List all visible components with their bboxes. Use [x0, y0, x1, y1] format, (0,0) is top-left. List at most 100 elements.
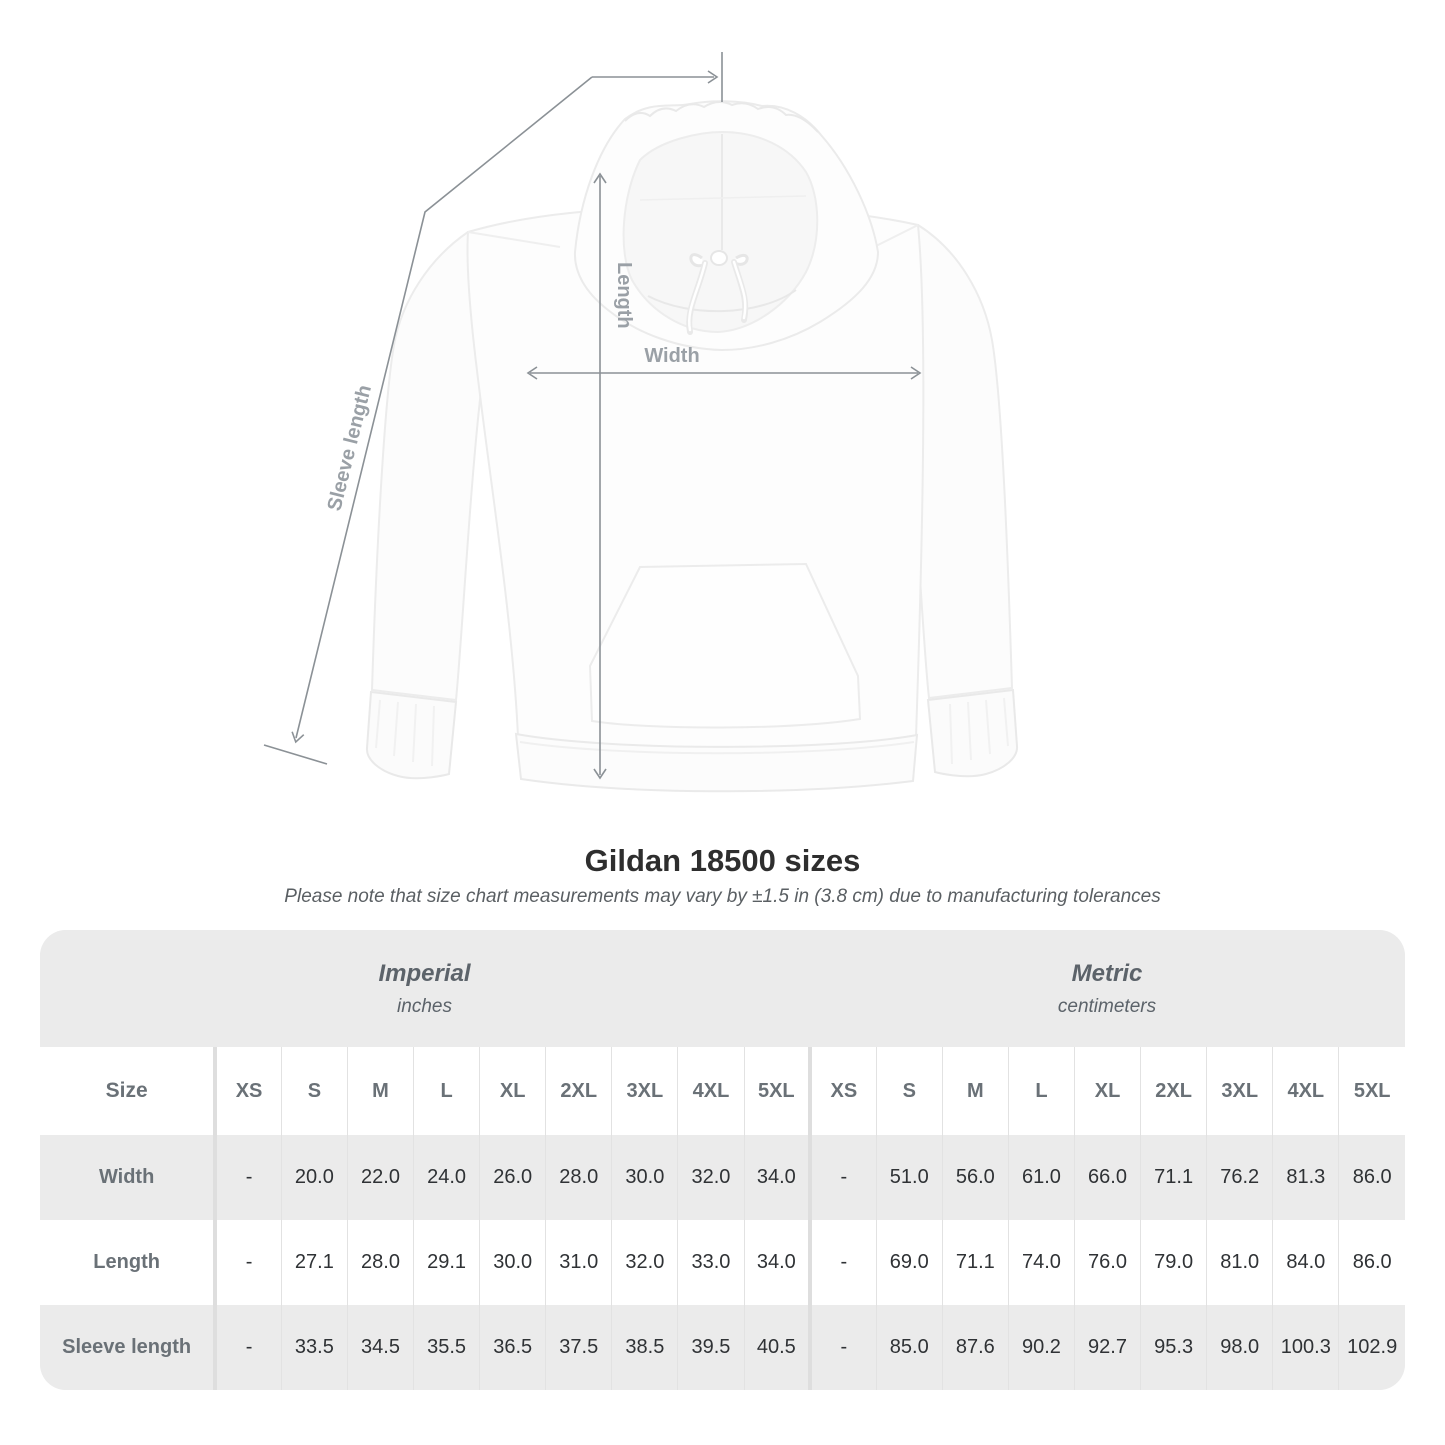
width-imperial-5xl: 34.0 — [743, 1135, 811, 1221]
imperial-size-l: L — [413, 1047, 480, 1136]
imperial-size-4xl: 4XL — [677, 1047, 744, 1136]
size-chart-card: Imperial inches Metric centimeters Size … — [40, 930, 1405, 1391]
imperial-size-3xl: 3XL — [611, 1047, 678, 1136]
width-imperial-xs: - — [213, 1135, 282, 1221]
length-imperial-4xl: 33.0 — [677, 1220, 744, 1306]
hoodie-measurement-figure: Length Width Sleeve length — [263, 52, 1019, 793]
imperial-size-s: S — [280, 1047, 348, 1136]
sleeve-metric-4xl: 100.3 — [1272, 1305, 1339, 1391]
metric-size-l: L — [1007, 1047, 1075, 1136]
length-row: Length - 27.1 28.0 29.1 30.0 31.0 32.0 3… — [40, 1220, 1405, 1306]
sleeve-length-row-label: Sleeve length — [62, 1336, 192, 1359]
length-metric-xl: 76.0 — [1073, 1220, 1141, 1306]
sleeve-metric-xl: 92.7 — [1073, 1305, 1141, 1391]
width-metric-xl: 66.0 — [1073, 1135, 1141, 1221]
width-row-label: Width — [98, 1166, 155, 1189]
sleeve-metric-s: 85.0 — [875, 1305, 943, 1391]
length-metric-3xl: 81.0 — [1206, 1220, 1273, 1306]
metric-size-4xl: 4XL — [1272, 1047, 1339, 1136]
size-column-header: Size — [105, 1079, 148, 1103]
width-row: Width - 20.0 22.0 24.0 26.0 28.0 30.0 32… — [40, 1135, 1405, 1221]
hoodie-hood — [573, 100, 880, 352]
width-measure-label: Width — [644, 345, 699, 367]
hoodie-diagram: Length Width Sleeve length — [263, 52, 1019, 793]
metric-size-3xl: 3XL — [1206, 1047, 1273, 1136]
width-metric-2xl: 71.1 — [1140, 1135, 1207, 1221]
width-imperial-4xl: 32.0 — [677, 1135, 744, 1221]
metric-size-s: S — [875, 1047, 943, 1136]
hoodie-pocket — [588, 562, 862, 729]
sleeve-length-line — [263, 52, 723, 765]
imperial-label: Imperial — [378, 959, 471, 987]
length-measure-label: Length — [613, 262, 635, 329]
length-imperial-xs: - — [213, 1220, 282, 1306]
sleeve-imperial-xs: - — [213, 1305, 282, 1391]
length-imperial-2xl: 31.0 — [545, 1220, 612, 1306]
metric-size-xl: XL — [1073, 1047, 1141, 1136]
width-imperial-2xl: 28.0 — [545, 1135, 612, 1221]
sleeve-imperial-m: 34.5 — [346, 1305, 414, 1391]
page-title: Gildan 18500 sizes — [584, 843, 861, 878]
sleeve-metric-m: 87.6 — [941, 1305, 1009, 1391]
length-metric-2xl: 79.0 — [1140, 1220, 1207, 1306]
width-metric-m: 56.0 — [941, 1135, 1009, 1221]
imperial-header-group: Imperial inches — [40, 930, 809, 1047]
length-imperial-s: 27.1 — [280, 1220, 348, 1306]
sleeve-metric-5xl: 102.9 — [1338, 1305, 1405, 1391]
width-imperial-m: 22.0 — [346, 1135, 414, 1221]
width-imperial-s: 20.0 — [280, 1135, 348, 1221]
sleeve-imperial-5xl: 40.5 — [743, 1305, 811, 1391]
width-metric-xs: - — [808, 1135, 877, 1221]
width-metric-3xl: 76.2 — [1206, 1135, 1273, 1221]
length-metric-4xl: 84.0 — [1272, 1220, 1339, 1306]
metric-size-xs: XS — [808, 1047, 877, 1136]
sleeve-imperial-3xl: 38.5 — [611, 1305, 678, 1391]
width-line — [526, 366, 922, 380]
metric-size-m: M — [941, 1047, 1009, 1136]
metric-unit-label: centimeters — [1057, 995, 1157, 1017]
length-metric-xs: - — [808, 1220, 877, 1306]
length-imperial-xl: 30.0 — [479, 1220, 546, 1306]
imperial-size-xs: XS — [213, 1047, 282, 1136]
length-line — [593, 172, 607, 780]
width-imperial-l: 24.0 — [413, 1135, 480, 1221]
length-row-label: Length — [93, 1251, 160, 1274]
imperial-size-5xl: 5XL — [743, 1047, 811, 1136]
sleeve-length-measure-label: Sleeve length — [324, 383, 377, 513]
sleeve-metric-2xl: 95.3 — [1140, 1305, 1207, 1391]
hoodie-drawstrings — [686, 250, 749, 335]
metric-header-group: Metric centimeters — [809, 930, 1405, 1047]
metric-size-2xl: 2XL — [1140, 1047, 1207, 1136]
length-metric-s: 69.0 — [875, 1220, 943, 1306]
sleeve-metric-xs: - — [808, 1305, 877, 1391]
metric-size-5xl: 5XL — [1338, 1047, 1405, 1136]
length-metric-l: 74.0 — [1007, 1220, 1075, 1306]
tolerance-note: Please note that size chart measurements… — [284, 886, 1161, 908]
length-imperial-m: 28.0 — [346, 1220, 414, 1306]
sleeve-metric-3xl: 98.0 — [1206, 1305, 1273, 1391]
width-metric-4xl: 81.3 — [1272, 1135, 1339, 1221]
size-header-row: Size XS S M L XL 2XL 3XL 4XL 5XL XS S M … — [40, 1047, 1405, 1136]
length-imperial-5xl: 34.0 — [743, 1220, 811, 1306]
imperial-size-2xl: 2XL — [545, 1047, 612, 1136]
sleeve-imperial-s: 33.5 — [280, 1305, 348, 1391]
width-metric-5xl: 86.0 — [1338, 1135, 1405, 1221]
metric-label: Metric — [1071, 959, 1143, 987]
length-metric-5xl: 86.0 — [1338, 1220, 1405, 1306]
sleeve-imperial-xl: 36.5 — [479, 1305, 546, 1391]
sleeve-imperial-2xl: 37.5 — [545, 1305, 612, 1391]
sleeve-metric-l: 90.2 — [1007, 1305, 1075, 1391]
imperial-unit-label: inches — [397, 995, 452, 1017]
width-imperial-xl: 26.0 — [479, 1135, 546, 1221]
width-metric-l: 61.0 — [1007, 1135, 1075, 1221]
width-imperial-3xl: 30.0 — [611, 1135, 678, 1221]
imperial-size-m: M — [346, 1047, 414, 1136]
length-imperial-3xl: 32.0 — [611, 1220, 678, 1306]
width-metric-s: 51.0 — [875, 1135, 943, 1221]
length-imperial-l: 29.1 — [413, 1220, 480, 1306]
imperial-size-xl: XL — [479, 1047, 546, 1136]
unit-header-band: Imperial inches Metric centimeters — [40, 930, 1405, 1048]
size-table: Size XS S M L XL 2XL 3XL 4XL 5XL XS S M … — [40, 1047, 1405, 1391]
length-metric-m: 71.1 — [941, 1220, 1009, 1306]
sleeve-imperial-l: 35.5 — [413, 1305, 480, 1391]
